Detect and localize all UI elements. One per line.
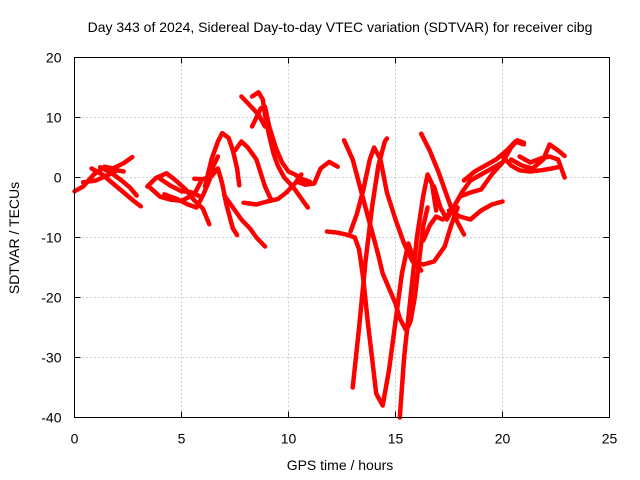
series-track-20 (348, 145, 460, 267)
series-track-25 (421, 160, 505, 243)
series-track-5 (145, 171, 212, 227)
chart-title: Day 343 of 2024, Sidereal Day-to-day VTE… (88, 19, 593, 35)
x-tick-label: 0 (71, 431, 79, 447)
tick-layer: 0 5 10 15 20 25 -40 -30 -20 -10 0 10 20 (41, 50, 617, 447)
series-track-17 (294, 159, 340, 187)
series-track-11 (232, 139, 274, 203)
series-track-24 (431, 138, 527, 222)
series-track-28 (500, 154, 563, 174)
y-tick-label: -10 (41, 230, 61, 246)
data-layer (72, 90, 567, 420)
series-track-7 (157, 176, 204, 199)
series-track-10 (192, 166, 240, 238)
series-track-26 (446, 199, 505, 222)
x-tick-label: 10 (281, 431, 297, 447)
grid-layer (74, 57, 610, 418)
series-track-3 (89, 166, 144, 209)
y-tick-label: -20 (41, 290, 61, 306)
y-tick-label: -30 (41, 350, 61, 366)
series-track-15 (222, 193, 268, 249)
series-track-8 (162, 154, 221, 210)
series-track-22 (397, 172, 439, 420)
series-track-27 (461, 139, 527, 183)
series-track-4 (97, 165, 139, 198)
series-track-30 (508, 142, 567, 171)
y-tick-label: -40 (41, 410, 61, 426)
y-tick-label: 0 (54, 170, 62, 186)
x-axis-label: GPS time / hours (287, 457, 394, 473)
series-track-18 (324, 229, 424, 408)
x-tick-label: 25 (602, 431, 618, 447)
y-tick-label: 20 (46, 50, 62, 66)
series-track-9 (202, 130, 242, 189)
x-tick-label: 20 (495, 431, 511, 447)
y-axis-label: SDTVAR / TECUs (6, 182, 22, 294)
series-track-21 (350, 136, 390, 390)
series-track-23 (418, 131, 467, 237)
y-tick-label: 10 (46, 110, 62, 126)
x-tick-label: 15 (388, 431, 404, 447)
series-track-16 (241, 172, 304, 207)
x-tick-label: 5 (178, 431, 186, 447)
series-track-12 (239, 94, 268, 129)
series-track-13 (249, 90, 311, 210)
series-track-1 (72, 154, 135, 194)
